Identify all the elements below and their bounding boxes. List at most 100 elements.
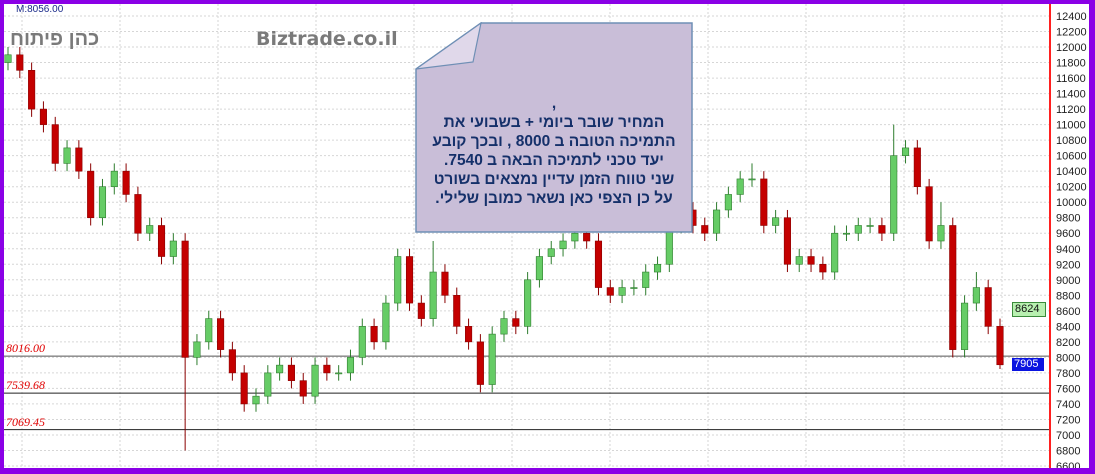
watermark-biztrade: Biztrade.co.il — [256, 28, 398, 50]
candle-body — [878, 225, 886, 234]
candle-body — [169, 240, 177, 257]
candle-body — [394, 256, 402, 304]
y-tick-label: 10600 — [1056, 151, 1087, 163]
candle-body — [512, 318, 520, 327]
y-tick-label: 11800 — [1056, 58, 1086, 70]
candle-body — [606, 287, 614, 296]
y-tick-label: 10000 — [1056, 197, 1087, 209]
candle-body — [547, 248, 555, 257]
y-tick-label: 10800 — [1056, 135, 1087, 147]
candle-body — [370, 326, 378, 343]
candle-body — [75, 147, 83, 172]
candle-body — [653, 263, 662, 273]
y-tick-label: 8400 — [1056, 321, 1080, 333]
candle-body — [854, 225, 862, 234]
candle-body — [630, 287, 638, 289]
candle-body — [441, 271, 449, 296]
candle-body — [453, 295, 461, 327]
candle-body — [382, 302, 390, 343]
level-label-7069: 7069.45 — [6, 415, 45, 429]
annotation-text: , המחיר שובר ביומי + בשבועי את התמיכה הט… — [415, 94, 693, 208]
candle-body — [713, 209, 721, 234]
price-badge-current: 7905 — [1012, 358, 1044, 371]
annotation-line: שני טווח הזמן עדיין נמצאים בשורט — [433, 171, 675, 188]
candle-body — [276, 364, 284, 374]
candle-body — [39, 108, 47, 125]
y-tick-label: 10200 — [1056, 182, 1087, 194]
candle-body — [736, 178, 744, 195]
y-tick-label: 6600 — [1056, 461, 1080, 468]
y-tick-label: 8800 — [1056, 290, 1080, 302]
candle-body — [205, 318, 213, 343]
candle-body — [476, 341, 484, 385]
m-value-label: M:8056.00 — [16, 4, 64, 15]
y-tick-label: 11000 — [1056, 120, 1086, 132]
candle-body — [465, 326, 473, 343]
candle-body — [358, 326, 366, 358]
y-tick-label: 12000 — [1056, 42, 1087, 54]
candle-body — [571, 232, 579, 242]
candle-body — [866, 225, 874, 227]
annotation-line: , — [551, 95, 557, 112]
candle-body — [831, 232, 839, 273]
watermark-hebrew: כהן פיתוח — [10, 28, 100, 50]
candle-body — [87, 170, 95, 219]
candle-body — [760, 178, 768, 226]
candle-body — [901, 147, 910, 156]
candle-body — [488, 333, 496, 385]
y-tick-label: 7400 — [1056, 399, 1080, 411]
candle-body — [949, 225, 957, 350]
candle-body — [287, 364, 295, 381]
candle-body — [63, 147, 71, 164]
y-tick-label: 11600 — [1056, 73, 1086, 85]
candle-body — [51, 124, 59, 164]
candle-body — [807, 256, 815, 265]
candle-body — [98, 186, 107, 219]
chart-frame: 6600 6800 7000 7200 7400 7600 7800 8000 8200 8400… — [4, 4, 1089, 468]
y-tick-label: 7200 — [1056, 414, 1080, 426]
y-tick-label: 7600 — [1056, 383, 1080, 395]
candle-body — [748, 178, 756, 181]
candle-body — [984, 287, 992, 327]
level-label-8016: 8016.00 — [6, 341, 45, 355]
candle-body — [228, 349, 236, 374]
annotation-line: התמיכה הטובה ב 8000 , ובכך קובע — [432, 133, 676, 150]
candle-body — [701, 225, 709, 234]
annotation-line: יעד טכני לתמיכה הבאה ב 7540. — [444, 152, 664, 169]
candle-body — [311, 364, 319, 397]
candle-body — [335, 372, 343, 375]
candle-body — [913, 147, 921, 187]
candle-body — [323, 364, 331, 374]
candle-body — [618, 287, 626, 296]
candle-body — [642, 271, 650, 288]
candle-body — [181, 240, 189, 358]
candle-body — [346, 357, 355, 374]
y-tick-label: 9400 — [1056, 244, 1080, 256]
y-tick-label: 11400 — [1056, 89, 1086, 101]
candle-body — [925, 186, 933, 242]
candlestick-chart: 6600 6800 7000 7200 7400 7600 7800 8000 8200 8400… — [4, 4, 1087, 468]
candle-body — [264, 372, 272, 397]
candle-body — [890, 155, 898, 234]
candle-body — [583, 232, 591, 242]
candle-body — [500, 318, 508, 335]
annotation-line: המחיר שובר ביומי + בשבועי את — [443, 114, 665, 131]
candle-body — [961, 302, 969, 350]
candle-body — [535, 256, 543, 281]
candle-body — [724, 194, 732, 211]
candle-body — [405, 256, 414, 304]
candle-body — [594, 240, 603, 288]
level-label-7539: 7539.68 — [6, 378, 45, 392]
y-tick-label: 8000 — [1056, 352, 1080, 364]
candle-body — [795, 256, 803, 265]
candle-body — [783, 217, 791, 265]
candle-body — [772, 217, 780, 226]
y-tick-label: 7800 — [1056, 368, 1080, 380]
y-tick-label: 8200 — [1056, 337, 1080, 349]
candle-body — [4, 54, 12, 63]
candle-body — [842, 232, 851, 235]
candle-body — [429, 271, 437, 319]
y-tick-label: 11200 — [1056, 104, 1086, 116]
candle-body — [559, 240, 567, 250]
y-tick-label: 9800 — [1056, 213, 1080, 225]
